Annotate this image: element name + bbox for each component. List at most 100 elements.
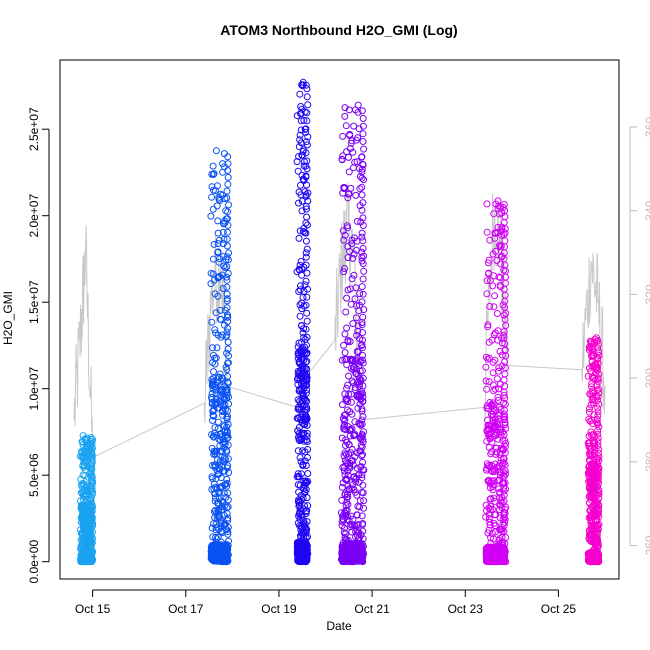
data-point	[298, 197, 306, 205]
data-point	[224, 228, 231, 236]
data-point	[210, 240, 218, 248]
data-point	[87, 497, 95, 505]
data-point	[224, 324, 232, 332]
data-point	[294, 167, 302, 175]
x-axis-label: Date	[326, 619, 352, 633]
data-point	[224, 441, 232, 449]
data-point	[350, 271, 358, 279]
data-point	[210, 368, 217, 376]
secondary-series-line	[73, 182, 606, 459]
data-point	[215, 236, 223, 244]
data-point	[223, 331, 231, 339]
data-point	[224, 338, 232, 346]
data-point	[297, 139, 305, 147]
data-point	[360, 267, 368, 275]
data-point	[224, 256, 232, 264]
data-point	[298, 265, 306, 273]
data-point	[360, 145, 368, 153]
series-group	[584, 334, 603, 566]
data-point	[296, 286, 304, 294]
data-point	[358, 283, 366, 291]
data-point	[595, 400, 603, 408]
data-point	[224, 221, 232, 229]
data-point	[208, 183, 216, 191]
data-point	[223, 434, 231, 442]
data-point	[214, 182, 221, 190]
data-point	[221, 501, 229, 509]
data-point	[341, 112, 349, 120]
data-point	[223, 555, 231, 563]
data-point	[224, 318, 232, 325]
data-point	[216, 306, 224, 314]
data-point	[298, 365, 306, 373]
data-point	[88, 539, 96, 547]
data-point	[224, 407, 231, 415]
data-point	[224, 167, 232, 174]
data-point	[214, 240, 222, 247]
series-group	[482, 197, 510, 566]
data-point	[216, 315, 224, 323]
data-point	[225, 400, 233, 408]
data-point	[224, 270, 232, 277]
data-point	[296, 301, 304, 309]
data-point	[219, 228, 227, 236]
data-point	[223, 550, 231, 558]
data-point	[211, 489, 219, 497]
data-point	[224, 462, 232, 470]
data-point	[295, 199, 302, 207]
data-point	[341, 349, 349, 357]
data-point	[223, 290, 231, 298]
data-point	[222, 455, 229, 463]
data-point	[359, 115, 367, 122]
data-point	[223, 427, 231, 435]
data-point	[296, 454, 304, 461]
data-point	[342, 530, 350, 538]
data-point	[302, 237, 310, 245]
data-point	[208, 524, 216, 532]
data-point	[223, 283, 231, 291]
data-point	[223, 475, 231, 483]
data-point	[303, 85, 311, 93]
data-point	[223, 242, 231, 250]
data-point	[80, 555, 88, 563]
data-point	[213, 344, 221, 352]
data-point	[354, 101, 362, 109]
data-point	[358, 229, 366, 237]
data-point	[223, 187, 231, 195]
data-point	[220, 454, 228, 462]
data-point	[224, 489, 232, 497]
data-point	[501, 406, 508, 414]
plot-frame	[59, 59, 620, 580]
data-point	[502, 534, 510, 541]
data-point	[223, 215, 231, 223]
data-point	[359, 237, 367, 245]
data-point	[485, 515, 493, 522]
data-point	[87, 434, 95, 441]
data-point	[493, 310, 501, 317]
data-point	[491, 292, 499, 300]
data-point	[212, 533, 219, 541]
data-point	[224, 345, 232, 353]
data-point	[223, 366, 231, 374]
data-point	[303, 213, 311, 221]
data-point	[225, 249, 233, 257]
data-point	[223, 510, 231, 518]
data-point	[303, 269, 311, 277]
data-point	[225, 201, 232, 209]
data-point	[343, 324, 351, 332]
data-point	[217, 528, 225, 536]
data-point	[87, 526, 95, 534]
data-point	[225, 393, 232, 401]
data-point	[483, 200, 491, 208]
data-point	[594, 404, 602, 412]
data-point	[490, 210, 498, 218]
data-point	[215, 273, 223, 281]
data-point	[295, 234, 303, 242]
data-point	[89, 436, 97, 444]
data-point	[359, 244, 367, 252]
data-point	[343, 294, 351, 302]
data-point	[303, 245, 311, 253]
data-point	[342, 122, 350, 130]
data-point	[224, 514, 232, 522]
data-point	[223, 194, 231, 202]
